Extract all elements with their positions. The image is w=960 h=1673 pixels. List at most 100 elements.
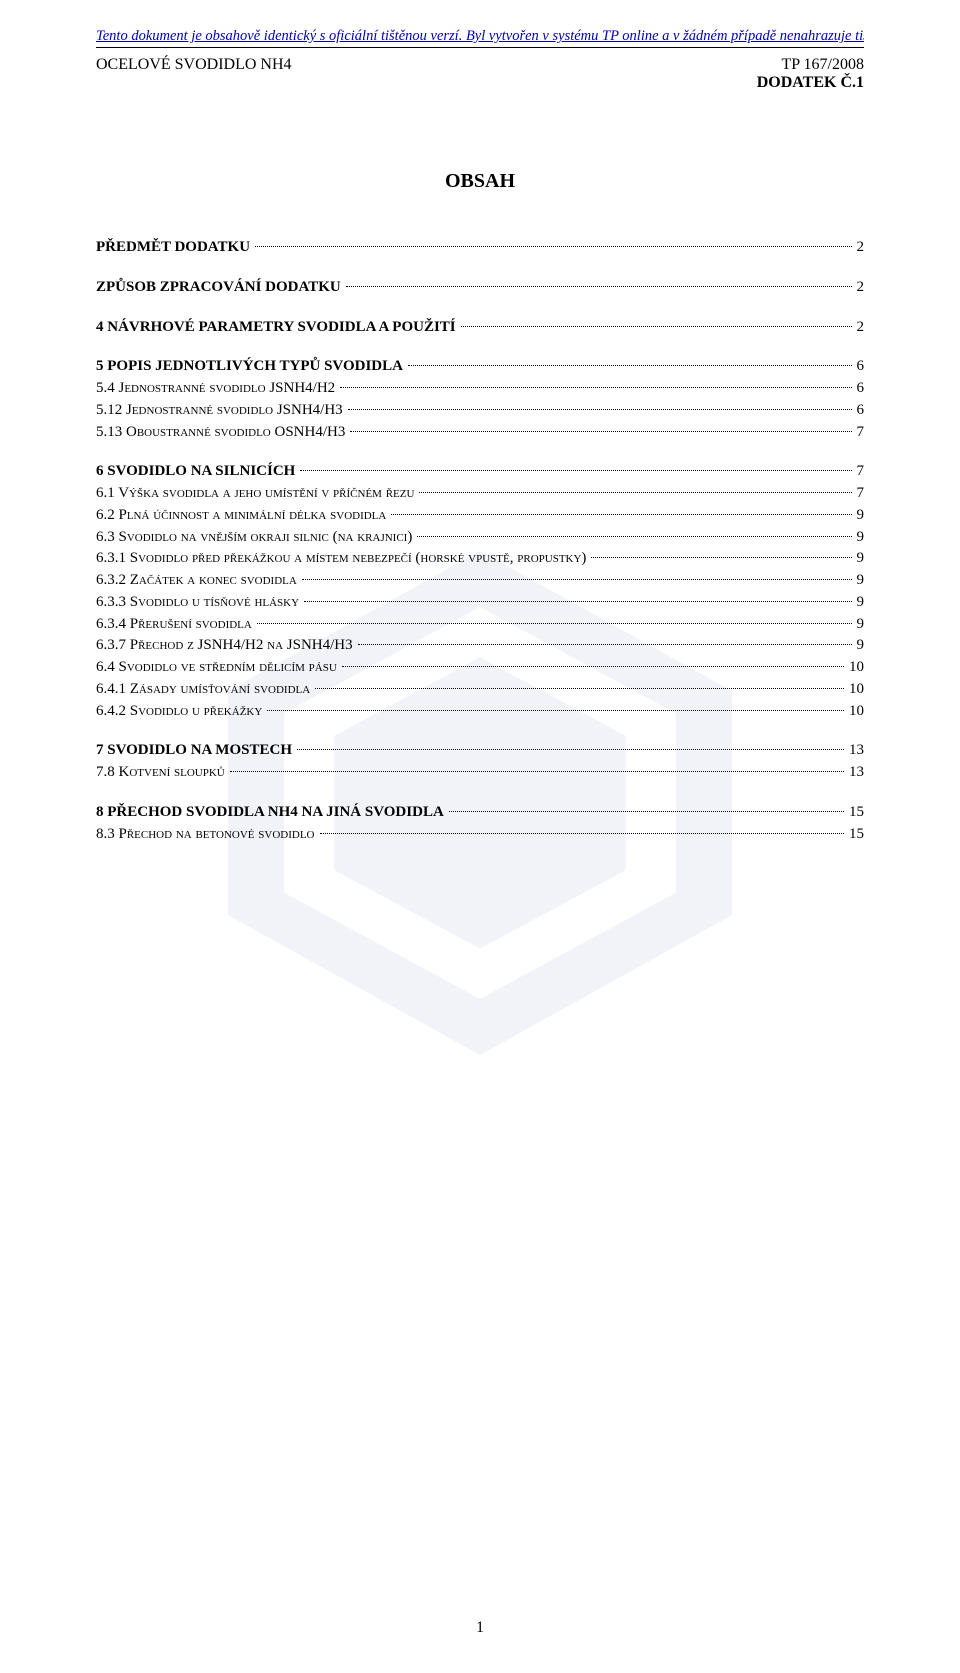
doc-addendum: DODATEK Č.1 — [757, 74, 864, 92]
toc-entry-label: 6.3 Svodidlo na vnějším okraji silnic (n… — [96, 527, 414, 549]
toc-entry-page: 6 — [855, 356, 865, 378]
toc-entry-label: 6.4 Svodidlo ve středním dělicím pásu — [96, 657, 339, 679]
toc-entry-page: 9 — [855, 635, 865, 657]
toc-leader — [358, 644, 852, 645]
page-number: 1 — [0, 1619, 960, 1637]
toc-entry-page: 9 — [855, 527, 865, 549]
toc-entry-label: 8.3 Přechod na betonové svodidlo — [96, 824, 317, 846]
toc-entry-page: 15 — [847, 824, 864, 846]
toc-entry: 5.4 Jednostranné svodidlo JSNH4/H2 6 — [96, 378, 864, 400]
toc-entry: 6.4.1 Zásady umísťování svodidla 10 — [96, 679, 864, 701]
toc-leader — [255, 246, 851, 247]
toc-entry-label: 4 NÁVRHOVÉ PARAMETRY SVODIDLA A POUŽITÍ — [96, 317, 458, 339]
page: Tento dokument je obsahově identický s o… — [0, 0, 960, 1673]
toc-leader — [267, 710, 844, 711]
toc-entry-page: 7 — [855, 422, 865, 444]
toc-leader — [315, 688, 844, 689]
toc-entry-label: 6.4.2 Svodidlo u překážky — [96, 701, 264, 723]
toc-leader — [350, 431, 851, 432]
toc-gap — [96, 259, 864, 277]
toc-entry-page: 6 — [855, 378, 865, 400]
toc-entry-page: 7 — [855, 483, 865, 505]
toc-entry: 7 SVODIDLO NA MOSTECH13 — [96, 740, 864, 762]
toc-entry: 4 NÁVRHOVÉ PARAMETRY SVODIDLA A POUŽITÍ 2 — [96, 317, 864, 339]
toc: PŘEDMĚT DODATKU2 ZPŮSOB ZPRACOVÁNÍ DODATK… — [96, 237, 864, 845]
toc-entry: 5.13 Oboustranné svodidlo OSNH4/H3 7 — [96, 422, 864, 444]
toc-leader — [591, 557, 851, 558]
toc-entry-page: 10 — [847, 679, 864, 701]
toc-leader — [391, 514, 851, 515]
doc-header-left: OCELOVÉ SVODIDLO NH4 — [96, 56, 292, 92]
toc-entry-label: 6.3.2 Začátek a konec svodidla — [96, 570, 299, 592]
toc-entry-label: 5.13 Oboustranné svodidlo OSNH4/H3 — [96, 422, 347, 444]
toc-leader — [461, 326, 852, 327]
toc-entry-label: 6.3.7 Přechod z JSNH4/H2 na JSNH4/H3 — [96, 635, 355, 657]
toc-entry-label: 6.3.4 Přerušení svodidla — [96, 614, 254, 636]
toc-entry-page: 9 — [855, 570, 865, 592]
toc-entry: 8 PŘECHOD SVODIDLA NH4 NA JINÁ SVODIDLA 1… — [96, 802, 864, 824]
toc-leader — [297, 749, 844, 750]
toc-leader — [340, 387, 851, 388]
toc-leader — [257, 623, 852, 624]
toc-entry-label: 8 PŘECHOD SVODIDLA NH4 NA JINÁ SVODIDLA — [96, 802, 446, 824]
toc-gap — [96, 784, 864, 802]
toc-entry: 8.3 Přechod na betonové svodidlo 15 — [96, 824, 864, 846]
toc-entry-label: 7.8 Kotvení sloupků — [96, 762, 227, 784]
toc-entry: 6.3.3 Svodidlo u tísňové hlásky 9 — [96, 592, 864, 614]
toc-leader — [408, 365, 852, 366]
toc-entry-label: 5 POPIS JEDNOTLIVÝCH TYPŮ SVODIDLA — [96, 356, 405, 378]
toc-leader — [342, 666, 844, 667]
toc-entry: PŘEDMĚT DODATKU2 — [96, 237, 864, 259]
disclaimer-banner: Tento dokument je obsahově identický s o… — [96, 28, 864, 48]
toc-gap — [96, 338, 864, 356]
toc-entry-page: 10 — [847, 657, 864, 679]
toc-leader — [320, 833, 845, 834]
toc-leader — [302, 579, 852, 580]
toc-entry: 5.12 Jednostranné svodidlo JSNH4/H3 6 — [96, 400, 864, 422]
toc-entry-page: 15 — [847, 802, 864, 824]
toc-entry-label: ZPŮSOB ZPRACOVÁNÍ DODATKU — [96, 277, 343, 299]
toc-entry-page: 6 — [855, 400, 865, 422]
toc-entry-label: 5.4 Jednostranné svodidlo JSNH4/H2 — [96, 378, 337, 400]
toc-entry: 7.8 Kotvení sloupků 13 — [96, 762, 864, 784]
toc-entry: 6.3.2 Začátek a konec svodidla 9 — [96, 570, 864, 592]
toc-leader — [449, 811, 844, 812]
toc-entry-label: 6.4.1 Zásady umísťování svodidla — [96, 679, 312, 701]
toc-leader — [346, 286, 852, 287]
toc-entry-page: 9 — [855, 505, 865, 527]
toc-entry: 6 SVODIDLO NA SILNICÍCH7 — [96, 461, 864, 483]
toc-entry-label: 6 SVODIDLO NA SILNICÍCH — [96, 461, 297, 483]
toc-leader — [417, 536, 851, 537]
toc-leader — [230, 771, 844, 772]
toc-title: OBSAH — [96, 170, 864, 193]
toc-entry: 6.2 Plná účinnost a minimální délka svod… — [96, 505, 864, 527]
toc-entry: 6.3 Svodidlo na vnějším okraji silnic (n… — [96, 527, 864, 549]
toc-entry-label: 6.3.1 Svodidlo před překážkou a místem n… — [96, 548, 588, 570]
toc-leader — [300, 470, 851, 471]
toc-entry-page: 9 — [855, 548, 865, 570]
toc-entry-page: 9 — [855, 592, 865, 614]
toc-entry-label: 7 SVODIDLO NA MOSTECH — [96, 740, 294, 762]
toc-entry: ZPŮSOB ZPRACOVÁNÍ DODATKU 2 — [96, 277, 864, 299]
toc-entry-label: 5.12 Jednostranné svodidlo JSNH4/H3 — [96, 400, 345, 422]
toc-entry: 6.3.1 Svodidlo před překážkou a místem n… — [96, 548, 864, 570]
toc-leader — [304, 601, 851, 602]
toc-entry: 6.4.2 Svodidlo u překážky 10 — [96, 701, 864, 723]
toc-leader — [419, 492, 851, 493]
toc-entry-page: 2 — [855, 277, 865, 299]
toc-entry: 6.1 Výška svodidla a jeho umístění v pří… — [96, 483, 864, 505]
toc-entry-label: 6.2 Plná účinnost a minimální délka svod… — [96, 505, 388, 527]
doc-code: TP 167/2008 — [757, 56, 864, 74]
toc-entry-label: 6.3.3 Svodidlo u tísňové hlásky — [96, 592, 301, 614]
toc-entry-page: 13 — [847, 762, 864, 784]
toc-entry-label: 6.1 Výška svodidla a jeho umístění v pří… — [96, 483, 416, 505]
toc-entry: 6.3.7 Přechod z JSNH4/H2 na JSNH4/H3 9 — [96, 635, 864, 657]
toc-entry-page: 2 — [855, 317, 865, 339]
toc-gap — [96, 722, 864, 740]
toc-entry: 6.3.4 Přerušení svodidla9 — [96, 614, 864, 636]
toc-gap — [96, 299, 864, 317]
toc-entry-page: 10 — [847, 701, 864, 723]
content-wrapper: Tento dokument je obsahově identický s o… — [96, 28, 864, 845]
doc-header: OCELOVÉ SVODIDLO NH4 TP 167/2008 DODATEK… — [96, 56, 864, 92]
doc-header-right: TP 167/2008 DODATEK Č.1 — [757, 56, 864, 92]
